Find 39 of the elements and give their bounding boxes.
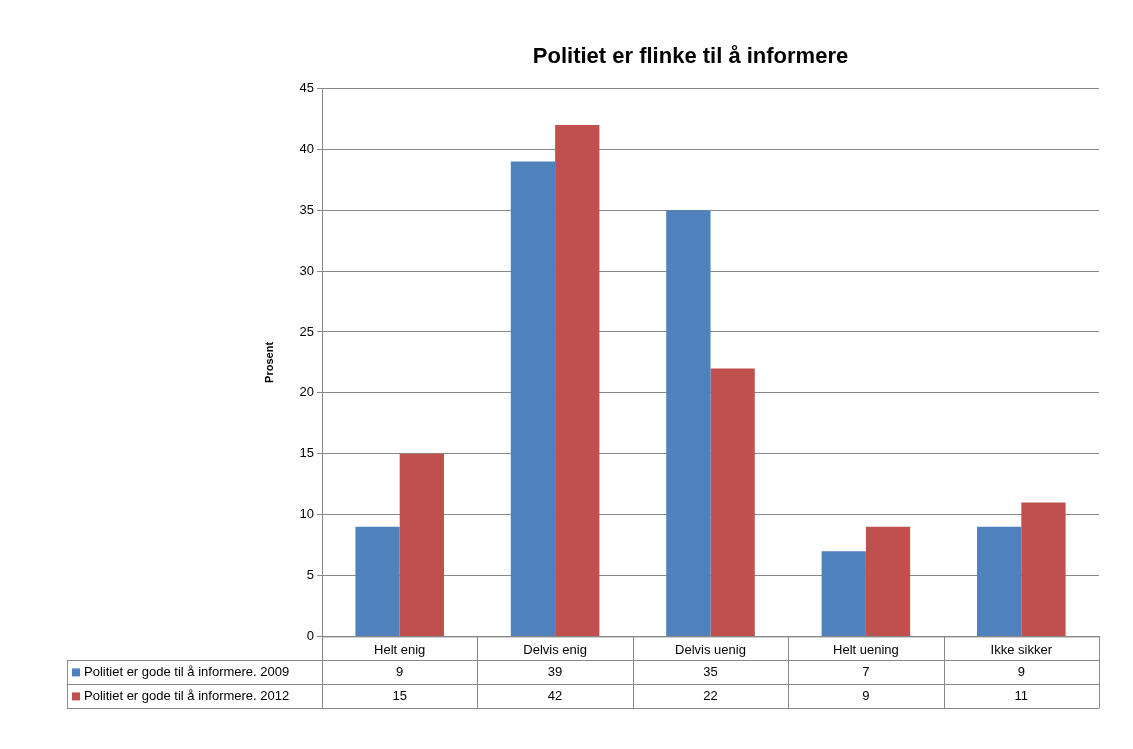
data-label: 42 (547, 687, 563, 703)
y-tick-label: 30 (299, 262, 314, 278)
bar (355, 526, 400, 636)
bar (510, 161, 556, 636)
y-tick-label: 15 (299, 445, 314, 461)
y-tick-label: 40 (299, 140, 314, 156)
data-label: 22 (703, 687, 718, 703)
bar (666, 210, 711, 636)
data-label: 9 (396, 663, 404, 679)
bar (865, 526, 911, 636)
bar (399, 453, 444, 636)
bar (555, 124, 600, 636)
y-tick-label: 35 (299, 201, 314, 217)
legend-label: Politiet er gode til å informere. 2012 (84, 687, 290, 703)
data-label: 15 (392, 687, 407, 703)
data-label: 35 (703, 663, 718, 679)
x-tick-label: Delvis uenig (675, 641, 746, 657)
x-tick-label: Delvis enig (523, 641, 587, 657)
data-label: 7 (862, 663, 870, 679)
bar (977, 526, 1022, 636)
x-tick-label: Helt enig (374, 641, 426, 657)
data-label: 9 (862, 687, 870, 703)
bar (710, 368, 755, 636)
chart-title: Politiet er flinke til å informere (532, 43, 849, 69)
y-tick-label: 5 (306, 567, 314, 583)
y-tick-label: 45 (299, 79, 314, 95)
data-label: 39 (547, 663, 563, 679)
bar (1021, 502, 1066, 636)
y-axis-title: Prosent (263, 341, 276, 383)
data-label: 11 (1014, 687, 1029, 703)
y-tick-label: 10 (299, 506, 314, 522)
x-tick-label: Helt uening (833, 641, 899, 657)
legend-label: Politiet er gode til å informere. 2009 (84, 663, 290, 679)
y-tick-label: 20 (299, 384, 314, 400)
x-tick-label: Ikke sikker (990, 641, 1053, 657)
data-label: 9 (1017, 663, 1025, 679)
y-tick-label: 25 (299, 323, 314, 339)
y-tick-label: 0 (306, 627, 314, 643)
bar (821, 551, 866, 636)
